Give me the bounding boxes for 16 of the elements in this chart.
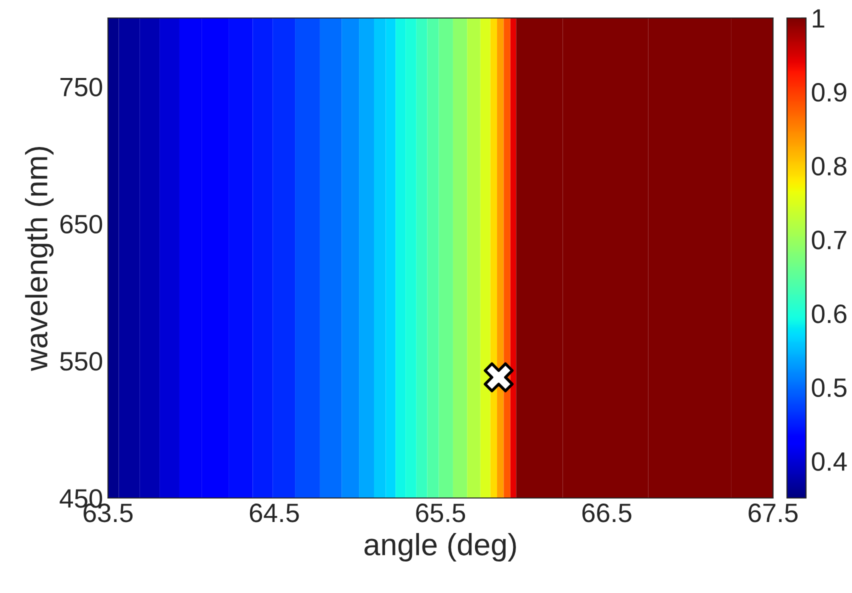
- color-bar-label: 0.8: [812, 156, 846, 176]
- color-bar-label: 0.7: [812, 230, 846, 250]
- x-tick-label: 67.5: [748, 504, 798, 522]
- x-axis-title: angle (deg): [364, 533, 516, 562]
- y-axis-title: wavelength (nm): [25, 146, 54, 371]
- color-bar-label: 0.4: [812, 452, 847, 471]
- color-bar-label: 1: [812, 9, 824, 28]
- color-bar-label: 0.9: [812, 82, 846, 102]
- x-tick-label: 65.5: [416, 504, 466, 522]
- y-tick-label: 750: [60, 78, 102, 96]
- y-tick-label: 550: [60, 352, 102, 371]
- y-tick-label: 650: [60, 214, 102, 234]
- color-bar-label: 0.5: [812, 378, 846, 398]
- color-bar-label: 0.6: [812, 304, 846, 324]
- x-tick-label: 64.5: [250, 504, 299, 522]
- x-tick-label: 66.5: [582, 504, 632, 522]
